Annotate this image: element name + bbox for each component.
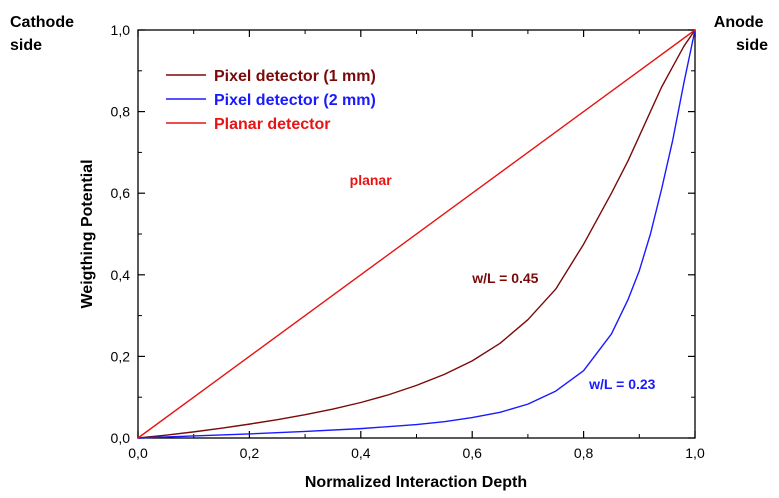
y-tick-label: 0,8 xyxy=(111,104,131,120)
x-tick-label: 0,6 xyxy=(462,445,482,461)
axis-ticks: 0,0 0,2 0,4 0,6 0,8 1,0 0,0 0,2 0,4 0,6 0,8 1,0 xyxy=(111,22,705,461)
x-tick-label: 0,2 xyxy=(240,445,260,461)
y-tick-label: 0,4 xyxy=(111,267,131,283)
annotation-label: w/L = 0.45 xyxy=(471,270,538,286)
legend-label: Pixel detector (1 mm) xyxy=(214,68,376,85)
annotations: planar w/L = 0.45 w/L = 0.23 xyxy=(350,172,656,392)
x-tick-label: 1,0 xyxy=(685,445,705,461)
anode-side-label: Anode side xyxy=(714,14,768,54)
x-tick-label: 0,0 xyxy=(128,445,148,461)
annotation-label: w/L = 0.23 xyxy=(588,376,655,392)
legend: Pixel detector (1 mm) Pixel detector (2 m… xyxy=(166,68,376,133)
y-tick-label: 0,0 xyxy=(111,430,131,446)
anode-side-label-line-1: Anode xyxy=(714,14,764,31)
y-axis-title: Weigthing Potential xyxy=(79,159,96,308)
series-lines xyxy=(137,29,696,439)
x-tick-label: 0,8 xyxy=(574,445,594,461)
series-line-3 xyxy=(137,29,696,439)
series-line-1 xyxy=(137,29,696,439)
anode-side-label-line-2: side xyxy=(736,37,768,54)
cathode-side-label-line-2: side xyxy=(10,37,42,54)
cathode-side-label-line-1: Cathode xyxy=(10,14,74,31)
legend-label: Pixel detector (2 mm) xyxy=(214,92,376,109)
cathode-side-label: Cathode side xyxy=(10,14,78,54)
y-tick-label: 0,6 xyxy=(111,185,131,201)
x-tick-label: 0,4 xyxy=(351,445,371,461)
annotation-label: planar xyxy=(350,172,393,188)
y-tick-label: 0,2 xyxy=(111,348,131,364)
series-line-2 xyxy=(137,29,696,439)
y-tick-label: 1,0 xyxy=(111,22,131,38)
x-axis-title: Normalized Interaction Depth xyxy=(305,474,527,491)
legend-label: Planar detector xyxy=(214,116,330,133)
